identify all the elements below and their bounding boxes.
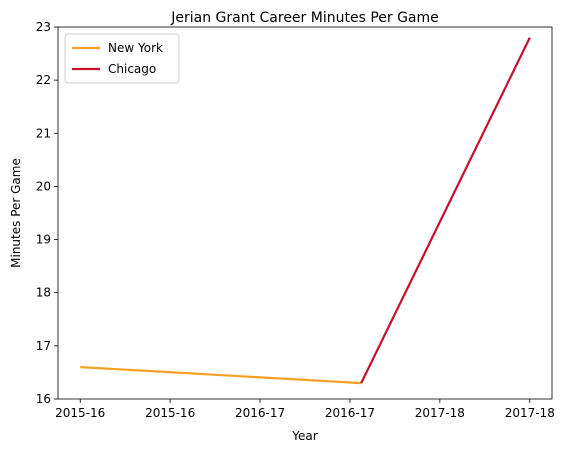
x-tick-label: 2017-18 <box>415 406 465 420</box>
y-tick-label: 21 <box>36 126 51 140</box>
series-lines <box>80 37 531 385</box>
x-axis-label: Year <box>291 429 317 443</box>
chart-title: Jerian Grant Career Minutes Per Game <box>170 10 439 26</box>
x-tick-label: 2017-18 <box>505 406 555 420</box>
legend-label: New York <box>108 41 163 55</box>
x-tick-label: 2015-16 <box>55 406 105 420</box>
series-line-new-york <box>80 366 362 385</box>
x-tick-label: 2016-17 <box>235 406 285 420</box>
y-tick-label: 16 <box>36 392 51 406</box>
x-tick-label: 2015-16 <box>145 406 195 420</box>
legend-box <box>64 33 180 84</box>
y-axis-label: Minutes Per Game <box>9 158 23 268</box>
x-axis: 2015-16 2015-16 2016-17 2016-17 2017-18 2017-… <box>55 399 555 420</box>
y-axis: 16 17 18 19 20 21 22 23 <box>36 20 58 406</box>
series-line-chicago <box>360 37 531 384</box>
y-tick-label: 19 <box>36 233 51 247</box>
y-tick-label: 20 <box>36 179 51 193</box>
legend: New York Chicago <box>64 33 180 84</box>
x-tick-label: 2016-17 <box>325 406 375 420</box>
y-tick-label: 18 <box>36 286 51 300</box>
legend-label: Chicago <box>108 62 156 76</box>
y-tick-label: 22 <box>36 73 51 87</box>
plot-area <box>57 26 553 400</box>
y-tick-label: 17 <box>36 339 51 353</box>
y-tick-label: 23 <box>36 20 51 34</box>
